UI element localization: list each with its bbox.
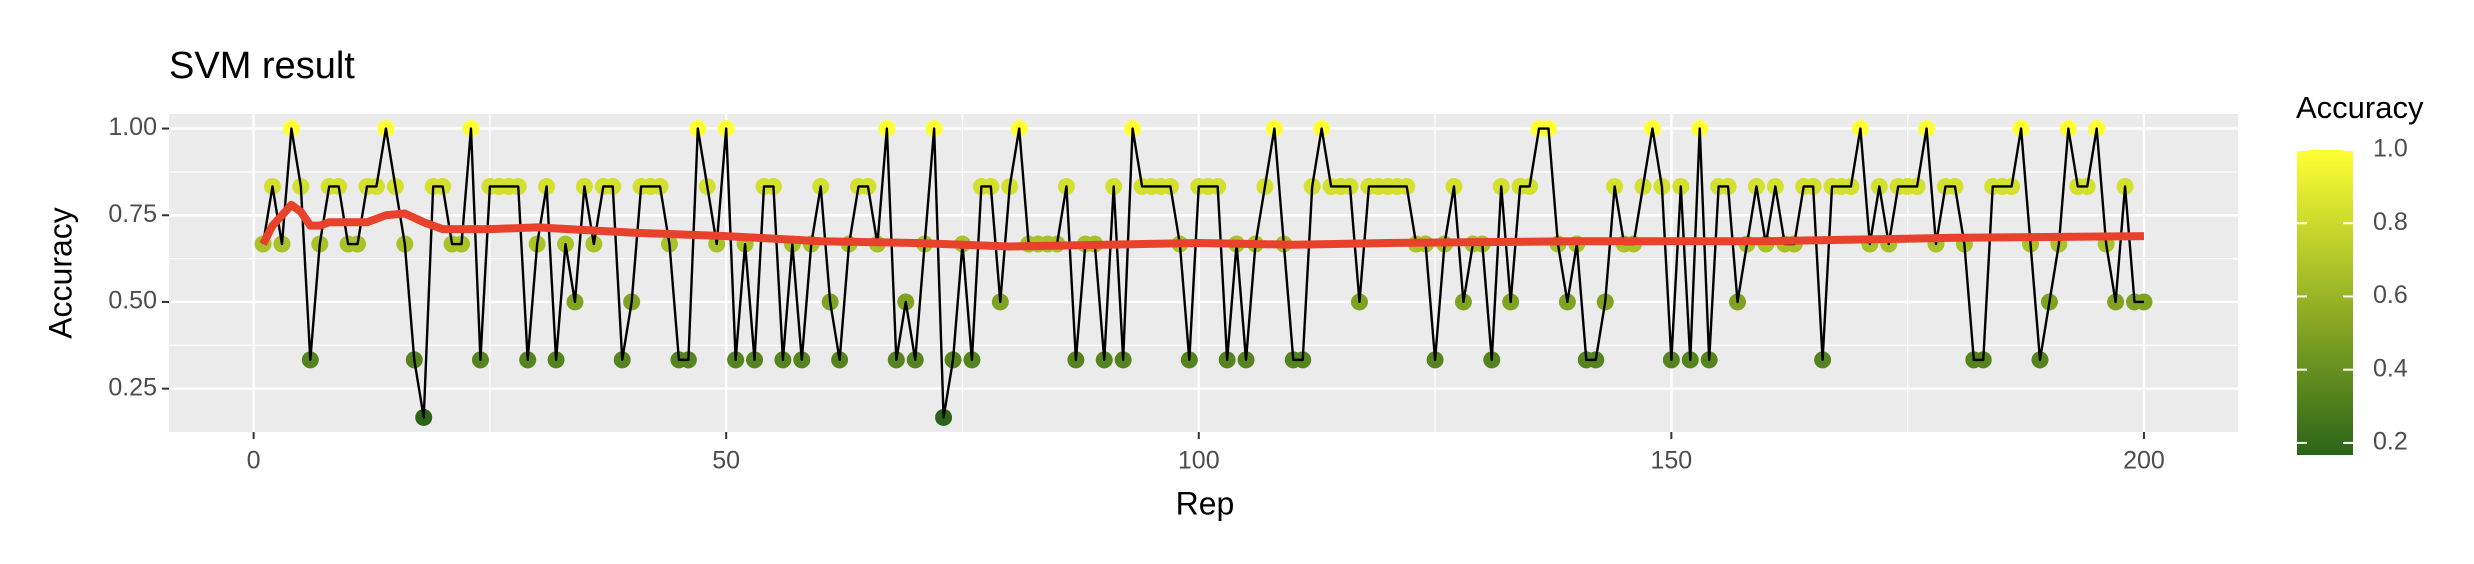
colorbar-label: 0.2 [2373,428,2408,456]
series-line [261,127,2144,419]
x-tick-label: 100 [1178,447,1220,475]
y-tick-label: 1.00 [108,113,157,141]
x-tick-label: 200 [2123,447,2165,475]
colorbar-label: 0.8 [2373,208,2408,236]
colorbar-label: 0.6 [2373,281,2408,309]
y-tick-label: 0.75 [108,200,157,228]
x-tick-label: 50 [712,447,740,475]
x-tick-label: 0 [247,447,261,475]
y-tick-label: 0.50 [108,287,157,315]
chart-title: SVM result [169,45,355,87]
y-axis-title: Accuracy [42,207,78,339]
series-line [259,200,2144,251]
y-tick-label: 0.25 [108,373,157,401]
x-tick-label: 150 [1651,447,1693,475]
colorbar-label: 0.4 [2373,354,2408,382]
colorbar-label: 1.0 [2373,135,2408,163]
legend-title: Accuracy [2296,90,2424,125]
x-axis-title: Rep [1176,485,1235,521]
panel [169,114,2238,432]
colorbar [2297,150,2353,455]
